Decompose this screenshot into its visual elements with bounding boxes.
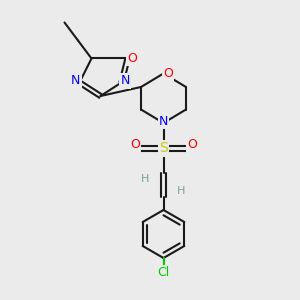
- Text: O: O: [187, 138, 197, 152]
- Text: N: N: [120, 74, 130, 88]
- Text: O: O: [163, 67, 173, 80]
- Text: N: N: [159, 115, 168, 128]
- Text: H: H: [141, 173, 150, 184]
- Text: Cl: Cl: [158, 266, 169, 280]
- Text: N: N: [71, 74, 81, 88]
- Text: H: H: [177, 185, 186, 196]
- Text: S: S: [159, 142, 168, 155]
- Text: O: O: [130, 138, 140, 152]
- Text: O: O: [127, 52, 137, 65]
